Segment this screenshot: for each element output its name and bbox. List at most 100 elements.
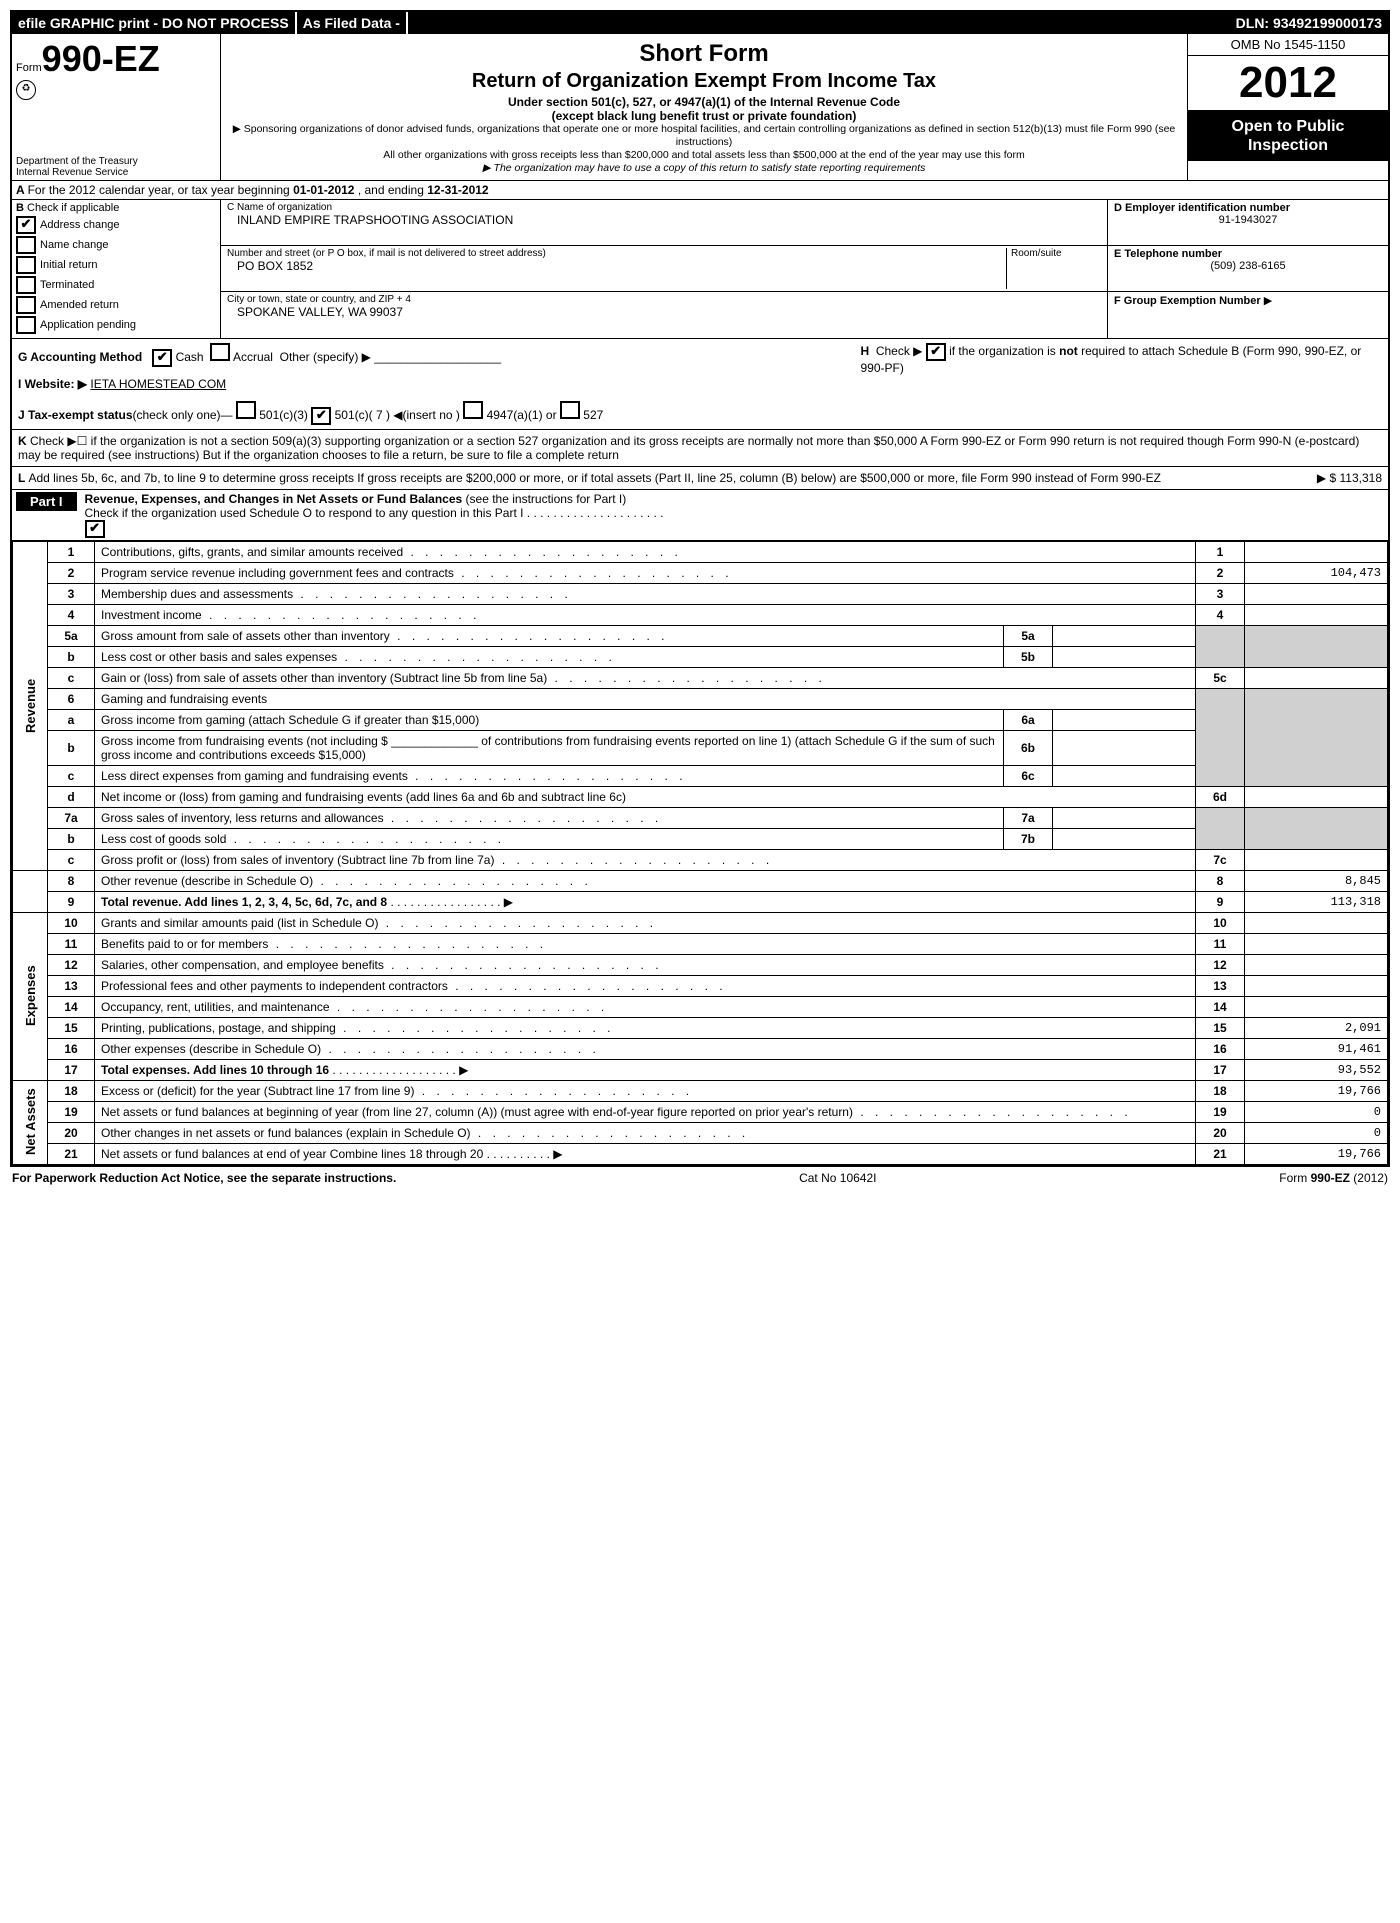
l6-desc: Gaming and fundraising events [95, 688, 1196, 709]
dln-label: DLN: [1236, 15, 1269, 31]
l6-num: 6 [48, 688, 95, 709]
l3-desc: Membership dues and assessments [101, 587, 572, 601]
l1-amt [1245, 541, 1388, 562]
l15-amt: 2,091 [1245, 1017, 1388, 1038]
j-o4: 527 [583, 408, 603, 422]
l5ab-shade2 [1245, 625, 1388, 667]
chk-cash[interactable]: ✔ [152, 349, 172, 367]
l6d-amt [1245, 786, 1388, 807]
dept-treasury: Department of the Treasury [16, 156, 138, 167]
section-h: H Check ▶ ✔ if the organization is not r… [860, 343, 1382, 425]
c-addr-block: Number and street (or P O box, if mail i… [221, 246, 1107, 292]
inspection-box: Open to Public Inspection [1188, 111, 1388, 161]
short-form-title: Short Form [227, 40, 1181, 68]
line-2: 2 Program service revenue including gove… [13, 562, 1388, 583]
l17-box: 17 [1196, 1059, 1245, 1080]
l14-box: 14 [1196, 996, 1245, 1017]
header-mid: Short Form Return of Organization Exempt… [221, 34, 1187, 180]
l13-num: 13 [48, 975, 95, 996]
l5ab-shade1 [1196, 625, 1245, 667]
l5a-num: 5a [48, 625, 95, 646]
footer-mid: Cat No 10642I [799, 1171, 876, 1185]
side-expenses: Expenses [13, 912, 48, 1080]
chk-501c3[interactable] [236, 401, 256, 419]
chk-terminated[interactable] [16, 276, 36, 294]
l3-num: 3 [48, 583, 95, 604]
open-public-1: Open to Public [1190, 117, 1386, 136]
l7-shade1 [1196, 807, 1245, 849]
h-text1: Check ▶ [876, 344, 923, 358]
l12-desc: Salaries, other compensation, and employ… [101, 958, 663, 972]
section-c: C Name of organization INLAND EMPIRE TRA… [221, 200, 1107, 338]
l4-desc: Investment income [101, 608, 480, 622]
f-label: F Group Exemption Number [1114, 295, 1261, 307]
g-label: G Accounting Method [18, 350, 142, 364]
b-item-2: Initial return [40, 259, 97, 271]
l16-box: 16 [1196, 1038, 1245, 1059]
subtitle-2: (except black lung benefit trust or priv… [227, 109, 1181, 123]
chk-name-change[interactable] [16, 236, 36, 254]
topbar: efile GRAPHIC print - DO NOT PROCESS As … [12, 12, 1388, 34]
chk-schedo[interactable]: ✔ [85, 520, 105, 538]
l20-box: 20 [1196, 1122, 1245, 1143]
line-18: Net Assets 18 Excess or (deficit) for th… [13, 1080, 1388, 1101]
chk-pending[interactable] [16, 316, 36, 334]
b-item-0: Address change [40, 219, 120, 231]
l13-desc: Professional fees and other payments to … [101, 979, 727, 993]
c-name-label: C Name of organization [227, 202, 1101, 213]
ein-value: 91-1943027 [1114, 214, 1382, 226]
main-title: Return of Organization Exempt From Incom… [227, 70, 1181, 93]
l20-amt: 0 [1245, 1122, 1388, 1143]
l18-desc: Excess or (deficit) for the year (Subtra… [101, 1084, 693, 1098]
open-public-2: Inspection [1190, 136, 1386, 155]
chk-accrual[interactable] [210, 343, 230, 361]
f-arrow: ▶ [1264, 295, 1272, 307]
chk-initial-return[interactable] [16, 256, 36, 274]
l18-box: 18 [1196, 1080, 1245, 1101]
line-19: 19 Net assets or fund balances at beginn… [13, 1101, 1388, 1122]
l7b-desc: Less cost of goods sold [101, 832, 505, 846]
c-city-block: City or town, state or country, and ZIP … [221, 292, 1107, 337]
chk-4947[interactable] [463, 401, 483, 419]
form-no-big: 990-EZ [42, 38, 160, 79]
h-text2: if the organization is [949, 344, 1059, 358]
line-21: 21 Net assets or fund balances at end of… [13, 1143, 1388, 1164]
line-5a: 5a Gross amount from sale of assets othe… [13, 625, 1388, 646]
l-arrow: ▶ [1317, 471, 1326, 485]
chk-address-change[interactable]: ✔ [16, 216, 36, 234]
line-15: 15 Printing, publications, postage, and … [13, 1017, 1388, 1038]
l5c-amt [1245, 667, 1388, 688]
l6-shade2 [1245, 688, 1388, 786]
l7c-desc: Gross profit or (loss) from sales of inv… [101, 853, 773, 867]
phone-value: (509) 238-6165 [1114, 260, 1382, 272]
chk-501c[interactable]: ✔ [311, 407, 331, 425]
c-name-block: C Name of organization INLAND EMPIRE TRA… [221, 200, 1107, 246]
tax-year: 2012 [1188, 56, 1388, 111]
l5b-desc: Less cost or other basis and sales expen… [101, 650, 616, 664]
line-4: 4 Investment income 4 [13, 604, 1388, 625]
l5b-num: b [48, 646, 95, 667]
website-value[interactable]: IETA HOMESTEAD COM [90, 377, 226, 391]
l20-desc: Other changes in net assets or fund bala… [101, 1126, 749, 1140]
side-revenue: Revenue [13, 541, 48, 870]
side-rev-cont [13, 870, 48, 912]
l2-desc: Program service revenue including govern… [101, 566, 733, 580]
chk-amended[interactable] [16, 296, 36, 314]
l6c-num: c [48, 765, 95, 786]
l7c-num: c [48, 849, 95, 870]
c-city-label: City or town, state or country, and ZIP … [227, 294, 1101, 305]
line-3: 3 Membership dues and assessments 3 [13, 583, 1388, 604]
chk-schedule-b[interactable]: ✔ [926, 343, 946, 361]
dept-info: Department of the Treasury Internal Reve… [16, 156, 138, 178]
l4-amt [1245, 604, 1388, 625]
l16-num: 16 [48, 1038, 95, 1059]
chk-527[interactable] [560, 401, 580, 419]
line-17: 17 Total expenses. Add lines 10 through … [13, 1059, 1388, 1080]
l8-amt: 8,845 [1245, 870, 1388, 891]
d-label: D Employer identification number [1114, 202, 1382, 214]
line-6b: b Gross income from fundraising events (… [13, 730, 1388, 765]
section-e: E Telephone number (509) 238-6165 [1108, 246, 1388, 292]
line-8: 8 Other revenue (describe in Schedule O)… [13, 870, 1388, 891]
l2-amt: 104,473 [1245, 562, 1388, 583]
l7c-amt [1245, 849, 1388, 870]
